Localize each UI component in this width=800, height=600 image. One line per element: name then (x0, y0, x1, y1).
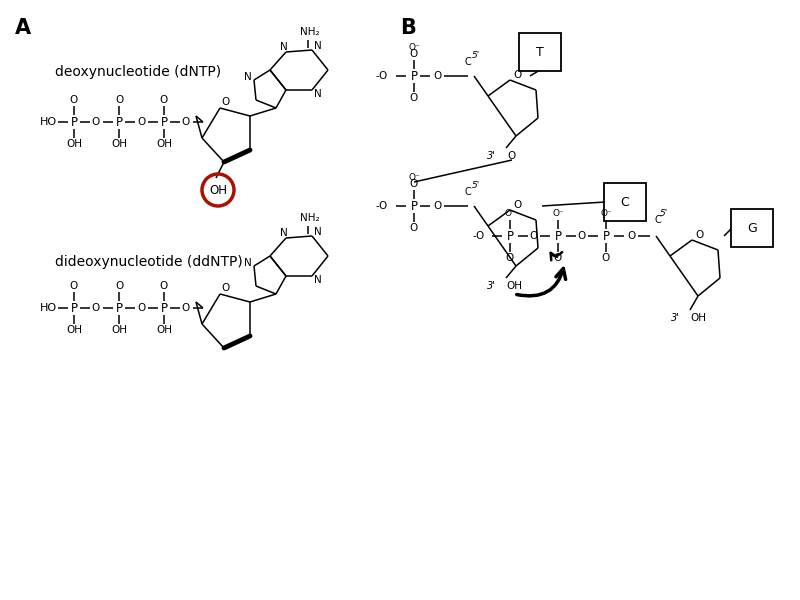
Text: P: P (70, 301, 78, 314)
Text: O⁻: O⁻ (504, 208, 516, 217)
Text: O: O (434, 71, 442, 81)
Text: O⁻: O⁻ (408, 43, 420, 52)
Text: O: O (70, 281, 78, 291)
Text: O: O (70, 95, 78, 105)
Text: O: O (137, 117, 145, 127)
Text: P: P (602, 229, 610, 242)
Text: OH: OH (156, 139, 172, 149)
Text: O⁻: O⁻ (600, 208, 612, 217)
Text: O: O (160, 281, 168, 291)
Text: P: P (161, 115, 167, 128)
Text: P: P (506, 229, 514, 242)
Text: P: P (70, 115, 78, 128)
Text: N: N (314, 41, 322, 51)
Text: 3': 3' (487, 151, 496, 161)
Text: 5': 5' (472, 52, 480, 61)
Text: A: A (15, 18, 31, 38)
Text: -O: -O (473, 231, 485, 241)
Text: O: O (222, 283, 230, 293)
Text: T: T (536, 46, 544, 58)
Text: O: O (410, 179, 418, 189)
FancyBboxPatch shape (604, 183, 646, 221)
Text: OH: OH (66, 139, 82, 149)
Text: O: O (578, 231, 586, 241)
Text: O: O (602, 253, 610, 263)
Text: N: N (280, 228, 288, 238)
Text: O: O (182, 117, 190, 127)
Text: O: O (696, 230, 704, 240)
Text: O: O (410, 223, 418, 233)
Text: C: C (465, 57, 471, 67)
Text: O: O (434, 201, 442, 211)
Text: OH: OH (111, 139, 127, 149)
Text: C: C (465, 187, 471, 197)
Text: G: G (747, 221, 757, 235)
Text: N: N (280, 42, 288, 52)
Text: O⁻: O⁻ (408, 173, 420, 181)
Text: N: N (314, 275, 322, 285)
Text: P: P (115, 301, 122, 314)
Text: 5': 5' (472, 181, 480, 191)
Text: O: O (514, 200, 522, 210)
Text: O: O (182, 303, 190, 313)
Text: O: O (92, 117, 100, 127)
Text: O: O (627, 231, 635, 241)
Text: OH: OH (209, 184, 227, 196)
Text: O: O (160, 95, 168, 105)
FancyBboxPatch shape (519, 33, 561, 71)
Text: 3': 3' (671, 313, 680, 323)
Text: P: P (115, 115, 122, 128)
Text: NH₂: NH₂ (300, 27, 320, 37)
Text: C: C (621, 196, 630, 208)
Text: OH: OH (66, 325, 82, 335)
Text: -O: -O (376, 71, 388, 81)
Text: P: P (410, 199, 418, 212)
Text: N: N (314, 227, 322, 237)
Text: P: P (554, 229, 562, 242)
Text: 3': 3' (487, 281, 496, 291)
Text: P: P (410, 70, 418, 82)
Text: N: N (314, 89, 322, 99)
Text: N: N (244, 258, 252, 268)
Text: O⁻: O⁻ (552, 208, 564, 217)
Text: HO: HO (40, 303, 57, 313)
Text: B: B (400, 18, 416, 38)
Text: O: O (514, 70, 522, 80)
Text: OH: OH (111, 325, 127, 335)
Text: deoxynucleotide (dNTP): deoxynucleotide (dNTP) (55, 65, 221, 79)
Text: O: O (115, 281, 123, 291)
Text: O: O (508, 151, 516, 161)
FancyBboxPatch shape (731, 209, 773, 247)
Text: O: O (410, 93, 418, 103)
Text: 5': 5' (660, 209, 668, 218)
Text: OH: OH (156, 325, 172, 335)
Text: O: O (530, 231, 538, 241)
Text: O: O (506, 253, 514, 263)
Text: C: C (654, 215, 662, 225)
Text: dideoxynucleotide (ddNTP): dideoxynucleotide (ddNTP) (55, 255, 242, 269)
Text: O: O (554, 253, 562, 263)
Text: P: P (161, 301, 167, 314)
Text: OH: OH (690, 313, 706, 323)
Text: OH: OH (506, 281, 522, 291)
Text: NH₂: NH₂ (300, 213, 320, 223)
Text: -O: -O (376, 201, 388, 211)
Text: O: O (137, 303, 145, 313)
Text: O: O (410, 49, 418, 59)
Text: HO: HO (40, 117, 57, 127)
Text: O: O (92, 303, 100, 313)
Text: N: N (244, 72, 252, 82)
Text: O: O (222, 97, 230, 107)
Text: O: O (115, 95, 123, 105)
